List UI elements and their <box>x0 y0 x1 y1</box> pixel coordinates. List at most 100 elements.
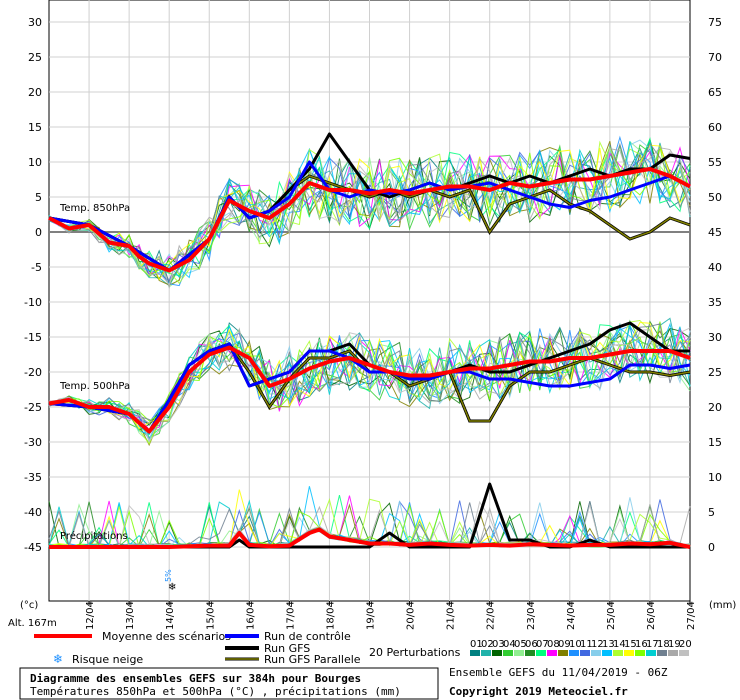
left-tick-label: -10 <box>24 296 42 309</box>
right-tick-label: 15 <box>708 436 722 449</box>
perturbation-swatch <box>536 650 546 656</box>
series-moyenne-des-sc-narios <box>48 167 691 273</box>
perturbation-swatch <box>591 650 601 656</box>
perturbation-swatch <box>492 650 502 656</box>
x-tick-label: 26/04 <box>646 601 657 630</box>
perturbation-code: 16 <box>635 639 648 650</box>
x-tick-label: 17/04 <box>285 601 296 630</box>
perturbation-code: 17 <box>646 639 659 650</box>
right-tick-label: 40 <box>708 261 722 274</box>
x-tick-label: 12/04 <box>85 601 96 630</box>
perturbation-code: 08 <box>547 639 560 650</box>
perturbation-swatch <box>470 650 480 656</box>
perturbation-code: 19 <box>668 639 681 650</box>
x-tick-label: 27/04 <box>686 601 697 630</box>
perturbation-code: 03 <box>492 639 505 650</box>
right-tick-label: 5 <box>708 506 715 519</box>
perturbation-code: 20 <box>679 639 692 650</box>
perturbation-line <box>48 324 691 439</box>
perturbation-code: 01 <box>470 639 483 650</box>
x-tick-label: 23/04 <box>526 601 537 630</box>
copyright: Copyright 2019 Meteociel.fr <box>449 685 628 698</box>
left-tick-label: -40 <box>24 506 42 519</box>
x-axis-ticks: 12/04 13/04 14/04 15/04 16/04 17/04 18/04 19/04… <box>85 601 697 630</box>
perturbation-code: 06 <box>525 639 538 650</box>
perturbation-code: 02 <box>481 639 494 650</box>
altitude-label: Alt. 167m <box>8 618 57 629</box>
x-tick-label: 18/04 <box>325 601 336 630</box>
perturbation-code: 04 <box>503 639 516 650</box>
perturbation-swatch <box>481 650 491 656</box>
left-tick-label: -35 <box>24 471 42 484</box>
perturbation-swatch <box>624 650 634 656</box>
legend-label-mean: Moyenne des scénarios <box>102 630 231 643</box>
perturbations-label: 20 Perturbations <box>369 646 461 659</box>
perturbation-swatch <box>569 650 579 656</box>
legend-label-control: Run de contrôle <box>264 630 351 643</box>
x-tick-label: 14/04 <box>165 601 176 630</box>
series-moyenne-des-sc-narios <box>48 345 691 434</box>
x-tick-label: 24/04 <box>566 601 577 630</box>
left-tick-label: -30 <box>24 436 42 449</box>
chart-title: Diagramme des ensembles GEFS sur 384h po… <box>30 672 361 685</box>
perturbation-swatch <box>580 650 590 656</box>
perturbation-swatch <box>613 650 623 656</box>
panel-label-precip: Précipitations <box>60 530 128 542</box>
x-tick-label: 16/04 <box>245 601 256 630</box>
perturbation-code: 05 <box>514 639 527 650</box>
perturbation-swatch <box>503 650 513 656</box>
left-axis-ticks: 30 25 20 15 10 5 0 -5 -10 -15 -20 -25 -30 -35 -40 -45 <box>24 16 42 554</box>
snow-marker: ❄ 5% <box>164 569 176 593</box>
perturbation-swatch <box>635 650 645 656</box>
right-tick-label: 10 <box>708 471 722 484</box>
snow-percent: 5% <box>164 569 173 582</box>
left-tick-label: -25 <box>24 401 42 414</box>
right-tick-label: 75 <box>708 16 722 29</box>
left-tick-label: -5 <box>31 261 42 274</box>
left-tick-label: 15 <box>28 121 42 134</box>
right-tick-label: 20 <box>708 401 722 414</box>
perturbation-line <box>48 327 691 442</box>
right-tick-label: 50 <box>708 191 722 204</box>
perturbation-code: 07 <box>536 639 549 650</box>
x-tick-label: 15/04 <box>205 601 216 630</box>
left-tick-label: 10 <box>28 156 42 169</box>
snow-icon: ❄ <box>168 582 176 593</box>
right-tick-label: 70 <box>708 51 722 64</box>
legend: Moyenne des scénarios Run de contrôle Ru… <box>34 630 692 666</box>
chart-subtitle: Températures 850hPa et 500hPa (°C) , pré… <box>30 685 401 698</box>
right-tick-label: 45 <box>708 226 722 239</box>
perturbation-code: 12 <box>591 639 604 650</box>
left-tick-label: 20 <box>28 86 42 99</box>
left-tick-label: 25 <box>28 51 42 64</box>
x-tick-label: 19/04 <box>366 601 377 630</box>
perturbation-swatch <box>668 650 678 656</box>
run-info: Ensemble GEFS du 11/04/2019 - 06Z <box>449 666 668 679</box>
right-tick-label: 25 <box>708 366 722 379</box>
left-tick-label: 30 <box>28 16 42 29</box>
panel-label-850: Temp. 850hPa <box>59 203 130 214</box>
right-tick-label: 65 <box>708 86 722 99</box>
perturbation-line <box>48 146 691 286</box>
perturbation-swatch <box>547 650 557 656</box>
right-tick-label: 60 <box>708 121 722 134</box>
snow-legend-icon: ❄ <box>53 652 63 666</box>
series-moyenne-des-sc-narios <box>49 527 691 549</box>
x-tick-label: 20/04 <box>406 601 417 630</box>
right-tick-label: 30 <box>708 331 722 344</box>
perturbation-line <box>48 143 691 282</box>
snow-legend-label: Risque neige <box>72 653 143 666</box>
perturbation-swatch <box>525 650 535 656</box>
left-tick-label: 0 <box>35 226 42 239</box>
perturbation-code: 15 <box>624 639 637 650</box>
right-tick-label: 0 <box>708 541 715 554</box>
right-tick-label: 35 <box>708 296 722 309</box>
title-box <box>19 667 439 700</box>
perturbation-swatch <box>602 650 612 656</box>
x-tick-label: 21/04 <box>446 601 457 630</box>
x-tick-label: 25/04 <box>606 601 617 630</box>
perturbation-swatch <box>514 650 524 656</box>
left-tick-label: 5 <box>35 191 42 204</box>
